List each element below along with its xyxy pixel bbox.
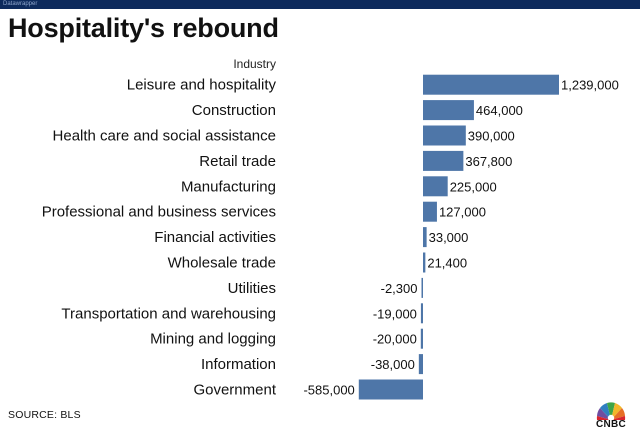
peacock-icon <box>596 402 626 422</box>
bar <box>423 125 466 146</box>
category-label: Financial activities <box>154 229 276 246</box>
value-label: 367,800 <box>465 154 512 169</box>
bar <box>420 303 423 324</box>
bar <box>423 227 427 248</box>
bar <box>358 379 423 400</box>
top-bar: Datawrapper <box>0 0 640 9</box>
category-header: Industry <box>233 57 276 71</box>
value-label: -20,000 <box>373 332 417 347</box>
bar <box>418 354 423 375</box>
bar <box>423 74 559 95</box>
bar <box>423 201 437 222</box>
value-label: 21,400 <box>427 256 467 271</box>
top-bar-label: Datawrapper <box>3 1 38 7</box>
value-label: -585,000 <box>303 383 354 398</box>
value-label: -38,000 <box>371 357 415 372</box>
bar <box>421 277 423 298</box>
category-label: Health care and social assistance <box>53 128 276 145</box>
category-label: Information <box>201 356 276 373</box>
value-label: 225,000 <box>450 179 497 194</box>
value-label: -2,300 <box>381 281 418 296</box>
category-label: Transportation and warehousing <box>61 305 276 322</box>
source-note: SOURCE: BLS <box>8 409 81 421</box>
chart-title: Hospitality's rebound <box>8 13 279 43</box>
value-label: -19,000 <box>373 306 417 321</box>
category-label: Construction <box>192 102 276 119</box>
category-label: Utilities <box>228 280 276 297</box>
category-label: Manufacturing <box>181 178 276 195</box>
category-label: Government <box>193 382 276 399</box>
cnbc-logo: CNBC <box>586 398 636 432</box>
bar <box>420 328 423 349</box>
value-label: 127,000 <box>439 205 486 220</box>
value-label: 33,000 <box>429 230 469 245</box>
value-label: 464,000 <box>476 103 523 118</box>
category-label: Wholesale trade <box>168 255 276 272</box>
category-label: Leisure and hospitality <box>127 77 277 94</box>
category-label: Retail trade <box>199 153 276 170</box>
bar <box>423 150 464 171</box>
bar <box>423 100 474 121</box>
bar <box>423 176 448 197</box>
bar <box>423 252 426 273</box>
category-label: Professional and business services <box>42 204 276 221</box>
value-label: 390,000 <box>468 129 515 144</box>
value-label: 1,239,000 <box>561 78 619 93</box>
cnbc-logo-text: CNBC <box>595 419 627 430</box>
category-label: Mining and logging <box>150 331 276 348</box>
